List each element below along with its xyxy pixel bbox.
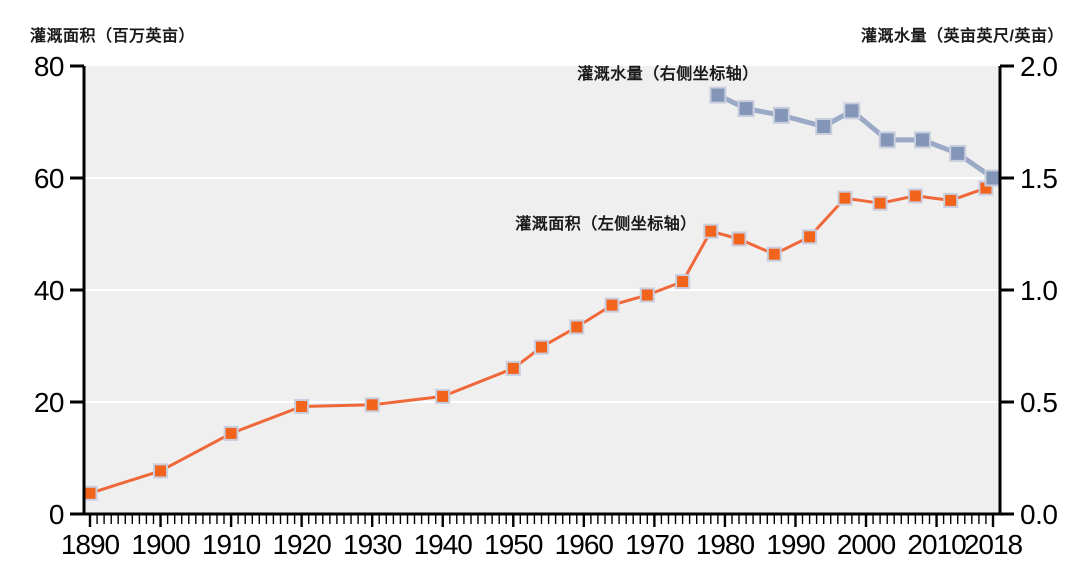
area-data-point <box>604 297 620 313</box>
left-axis: 0 20 40 60 80 <box>34 51 84 530</box>
water-data-point <box>949 144 967 162</box>
svg-text:1990: 1990 <box>766 529 825 560</box>
svg-text:60: 60 <box>34 163 64 194</box>
svg-text:1.5: 1.5 <box>1020 163 1057 194</box>
area-data-point <box>872 195 888 211</box>
right-axis-title: 灌溉水量（英亩英尺/英亩） <box>861 28 1064 45</box>
water-data-point <box>772 106 790 124</box>
area-data-point <box>731 231 747 247</box>
water-data-point <box>815 118 833 135</box>
water-data-point <box>914 131 931 149</box>
water-data-point <box>984 169 1002 187</box>
svg-text:0: 0 <box>49 499 64 530</box>
area-data-point <box>675 274 691 290</box>
area-data-point <box>223 425 239 441</box>
area-data-point <box>505 360 521 376</box>
water-series-markers <box>709 86 1002 187</box>
area-data-point <box>294 399 310 414</box>
svg-text:1890: 1890 <box>61 529 120 560</box>
x-axis-minor-ticks <box>89 515 994 524</box>
area-data-point <box>703 223 719 239</box>
svg-text:80: 80 <box>34 51 64 82</box>
svg-text:0.0: 0.0 <box>1020 499 1057 530</box>
area-data-point <box>907 188 923 204</box>
gridlines <box>84 177 1000 403</box>
svg-text:0.5: 0.5 <box>1020 387 1057 418</box>
svg-text:1980: 1980 <box>696 529 755 560</box>
svg-text:1950: 1950 <box>484 529 543 560</box>
x-axis: 1890 1900 1910 1920 1930 1940 1950 1960 1970 1980… <box>61 515 1024 560</box>
area-series-label: 灌溉面积（左侧坐标轴） <box>515 216 697 233</box>
area-data-point <box>766 246 782 262</box>
area-data-point <box>837 190 853 206</box>
area-data-point <box>435 388 451 404</box>
area-series-markers <box>82 180 994 501</box>
svg-text:1940: 1940 <box>414 529 473 560</box>
water-data-point <box>878 131 896 149</box>
water-data-point <box>843 102 861 120</box>
area-data-point <box>569 319 585 335</box>
area-data-point <box>943 192 959 208</box>
svg-text:1970: 1970 <box>625 529 684 560</box>
area-data-point <box>153 463 168 479</box>
svg-text:20: 20 <box>34 387 64 418</box>
svg-text:1910: 1910 <box>202 529 261 560</box>
right-axis: 0.0 0.5 1.0 1.5 2.0 <box>1000 51 1058 530</box>
area-data-point <box>534 339 549 355</box>
svg-text:1960: 1960 <box>555 529 614 560</box>
water-data-point <box>709 86 727 104</box>
left-axis-title: 灌溉面积（百万英亩） <box>30 28 196 45</box>
svg-text:1.0: 1.0 <box>1020 275 1057 306</box>
svg-text:1920: 1920 <box>272 529 331 560</box>
svg-text:1900: 1900 <box>131 529 190 560</box>
area-data-point <box>364 397 380 413</box>
svg-text:40: 40 <box>34 275 64 306</box>
svg-text:1930: 1930 <box>343 529 402 560</box>
svg-text:2000: 2000 <box>837 529 896 560</box>
water-data-point <box>737 100 755 118</box>
water-series-label: 灌溉水量（右侧坐标轴） <box>577 66 759 83</box>
area-data-point <box>639 287 655 303</box>
svg-text:2.0: 2.0 <box>1020 51 1057 82</box>
svg-text:2010: 2010 <box>907 529 966 560</box>
area-data-point <box>802 229 818 245</box>
svg-text:2018: 2018 <box>964 529 1023 560</box>
